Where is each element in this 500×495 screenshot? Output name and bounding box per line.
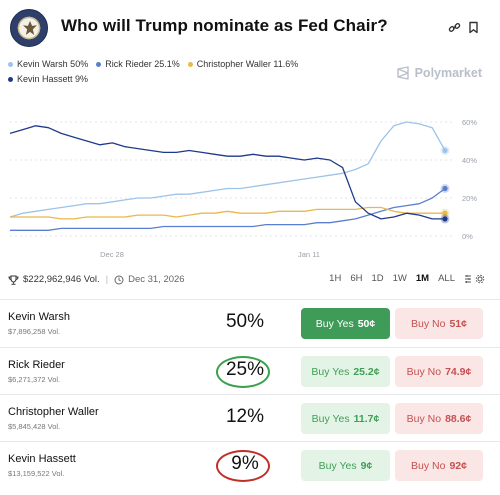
- legend-label: Rick Rieder 25.1%: [105, 59, 180, 69]
- series-line-rick-rieder: [10, 187, 446, 231]
- legend-dot-icon: [187, 62, 193, 67]
- buy-no-price: 88.6¢: [445, 412, 472, 425]
- legend-label: Kevin Warsh 50%: [17, 59, 89, 69]
- range-6h[interactable]: 6H: [350, 273, 363, 284]
- buy-yes-label: Buy Yes: [318, 459, 357, 472]
- y-tick-label: 60%: [462, 118, 477, 127]
- outcome-row[interactable]: Kevin Hassett $13,159,522 Vol. 9% Buy Yes 9¢…: [0, 441, 500, 488]
- buy-yes-button[interactable]: Buy Yes 9¢: [301, 450, 390, 481]
- range-1h[interactable]: 1H: [329, 273, 342, 284]
- chart-controls: $222,962,946 Vol. | Dec 31, 2026 1H 6H 1D 1…: [0, 270, 500, 290]
- polymarket-brand: Polymarket: [396, 66, 482, 80]
- outcome-volume: $7,896,258 Vol.: [8, 327, 61, 336]
- buy-yes-price: 50¢: [357, 317, 376, 330]
- buy-no-button[interactable]: Buy No 51¢: [395, 308, 483, 339]
- time-range-selector: 1H 6H 1D 1W 1M ALL: [329, 273, 486, 284]
- series-endpoint-kevin-hassett: [442, 216, 448, 222]
- legend-item: Rick Rieder 25.1%: [96, 57, 180, 72]
- legend-dot-icon: [8, 62, 13, 67]
- brand-name: Polymarket: [414, 66, 482, 80]
- buy-yes-button[interactable]: Buy Yes 50¢: [301, 308, 390, 339]
- fed-seal-icon: [10, 9, 48, 47]
- legend-dot-icon: [8, 77, 13, 82]
- buy-no-button[interactable]: Buy No 92¢: [395, 450, 483, 481]
- trophy-icon: [8, 275, 19, 285]
- outcome-name: Kevin Warsh: [8, 311, 70, 323]
- x-tick-label: Jan 11: [298, 250, 320, 259]
- buy-no-label: Buy No: [406, 365, 442, 378]
- outcome-volume: $6,271,372 Vol.: [8, 375, 61, 384]
- legend-label: Kevin Hassett 9%: [17, 74, 89, 84]
- link-icon[interactable]: [447, 20, 461, 34]
- buy-yes-price: 9¢: [360, 459, 373, 472]
- buy-no-price: 92¢: [449, 459, 467, 472]
- series-endpoint-kevin-warsh: [442, 147, 448, 154]
- x-tick-label: Dec 28: [100, 250, 124, 259]
- outcome-name: Rick Rieder: [8, 359, 65, 371]
- series-line-christopher-waller: [10, 206, 445, 220]
- buy-yes-button[interactable]: Buy Yes 25.2¢: [301, 356, 390, 387]
- legend-item: Kevin Warsh 50%: [8, 57, 88, 72]
- outcome-row[interactable]: Rick Rieder $6,271,372 Vol. 25% Buy Yes 25.2…: [0, 347, 500, 394]
- price-history-chart[interactable]: 60% 40% 20% 0% Dec 28 Jan 11: [0, 92, 500, 262]
- series-line-kevin-warsh: [9, 121, 446, 218]
- buy-no-price: 51¢: [449, 317, 467, 330]
- buy-no-price: 74.9¢: [445, 365, 472, 378]
- series-endpoint-rick-rieder: [442, 185, 448, 192]
- outcome-probability: 9%: [231, 453, 259, 474]
- buy-yes-price: 11.7¢: [353, 412, 380, 425]
- outcome-probability: 50%: [225, 311, 265, 332]
- buy-yes-label: Buy Yes: [311, 365, 350, 378]
- chart-settings-icon[interactable]: [464, 274, 486, 284]
- market-header: Who will Trump nominate as Fed Chair?: [0, 0, 500, 54]
- buy-no-label: Buy No: [411, 317, 446, 330]
- outcome-probability: 25%: [225, 359, 265, 380]
- outcome-name: Christopher Waller: [8, 406, 99, 418]
- bookmark-icon[interactable]: [466, 20, 480, 34]
- legend-item: Christopher Waller 11.6%: [187, 57, 299, 72]
- legend-label: Christopher Waller 11.6%: [196, 59, 299, 69]
- outcome-name: Kevin Hassett: [8, 453, 76, 465]
- legend-item: Kevin Hassett 9%: [8, 72, 88, 87]
- buy-yes-label: Buy Yes: [315, 317, 354, 330]
- buy-no-button[interactable]: Buy No 74.9¢: [395, 356, 483, 387]
- legend-dot-icon: [96, 62, 102, 67]
- polymarket-logo-icon: [396, 66, 409, 80]
- outcome-row[interactable]: Kevin Warsh $7,896,258 Vol. 50% Buy Yes 50¢ B…: [0, 299, 500, 346]
- y-tick-label: 20%: [462, 194, 477, 203]
- buy-yes-button[interactable]: Buy Yes 11.7¢: [301, 403, 390, 434]
- range-1w[interactable]: 1W: [392, 273, 407, 284]
- buy-yes-label: Buy Yes: [311, 412, 350, 425]
- outcome-row[interactable]: Christopher Waller $5,845,428 Vol. 12% Buy …: [0, 394, 500, 441]
- total-volume: $222,962,946 Vol.: [23, 274, 100, 285]
- buy-no-label: Buy No: [406, 412, 442, 425]
- outcome-volume: $5,845,428 Vol.: [8, 422, 61, 431]
- end-date: Dec 31, 2026: [128, 274, 185, 285]
- range-all[interactable]: ALL: [438, 273, 455, 284]
- y-tick-label: 0%: [462, 232, 473, 241]
- page-title: Who will Trump nominate as Fed Chair?: [61, 16, 388, 35]
- outcome-probability: 12%: [225, 406, 265, 427]
- buy-no-button[interactable]: Buy No 88.6¢: [395, 403, 483, 434]
- range-1m[interactable]: 1M: [415, 273, 430, 284]
- buy-yes-price: 25.2¢: [353, 365, 380, 378]
- y-tick-label: 40%: [462, 156, 477, 165]
- outcome-volume: $13,159,522 Vol.: [8, 469, 65, 478]
- chart-legend: Kevin Warsh 50% Rick Rieder 25.1% Christop…: [8, 57, 306, 87]
- buy-no-label: Buy No: [411, 459, 446, 472]
- range-1d[interactable]: 1D: [371, 273, 384, 284]
- series-endpoint-christopher-waller: [442, 210, 448, 216]
- series-line-kevin-hassett: [9, 125, 445, 220]
- clock-icon: [114, 275, 124, 284]
